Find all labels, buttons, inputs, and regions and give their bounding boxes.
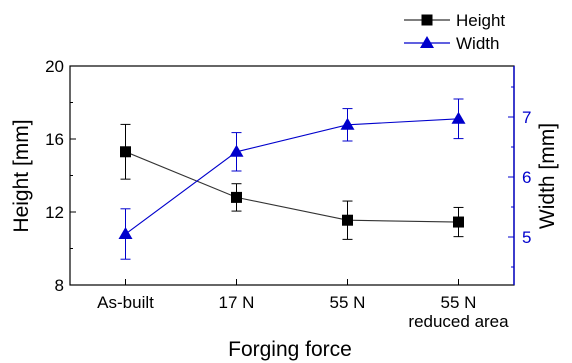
left-y-tick-label: 16 bbox=[45, 130, 64, 149]
series-layer bbox=[118, 98, 466, 260]
left-y-axis-title: Height [mm] bbox=[10, 119, 33, 232]
x-tick-label: As-built bbox=[97, 293, 154, 312]
right-y-tick-label: 5 bbox=[522, 228, 531, 247]
right-y-tick-label: 6 bbox=[522, 168, 531, 187]
data-point-height bbox=[453, 216, 464, 228]
data-point-height bbox=[231, 191, 242, 203]
legend-marker bbox=[421, 14, 433, 26]
left-y-tick-label: 8 bbox=[55, 276, 64, 295]
x-axis-title: Forging force bbox=[228, 338, 352, 361]
plot-frame bbox=[69, 65, 515, 286]
x-tick-label: 17 N bbox=[219, 293, 255, 312]
x-tick-label: 55 N bbox=[330, 293, 366, 312]
series-width bbox=[118, 98, 466, 260]
right-y-tick-label: 7 bbox=[522, 108, 531, 127]
legend: Height Width bbox=[404, 11, 505, 53]
left-y-tick-label: 20 bbox=[45, 57, 64, 76]
data-point-height bbox=[120, 146, 131, 158]
legend-label: Width bbox=[456, 34, 499, 53]
data-point-width bbox=[229, 144, 244, 157]
data-point-height bbox=[342, 214, 353, 226]
series-line-height bbox=[125, 151, 459, 223]
data-point-width bbox=[118, 227, 133, 239]
series-line-width bbox=[125, 118, 459, 235]
series-height bbox=[120, 123, 464, 240]
right-y-axis-title: Width [mm] bbox=[536, 123, 559, 229]
data-point-width bbox=[340, 117, 355, 130]
legend-label: Height bbox=[456, 11, 505, 30]
legend-marker bbox=[420, 36, 434, 48]
left-y-tick-label: 12 bbox=[45, 203, 64, 222]
data-point-width bbox=[451, 111, 466, 124]
